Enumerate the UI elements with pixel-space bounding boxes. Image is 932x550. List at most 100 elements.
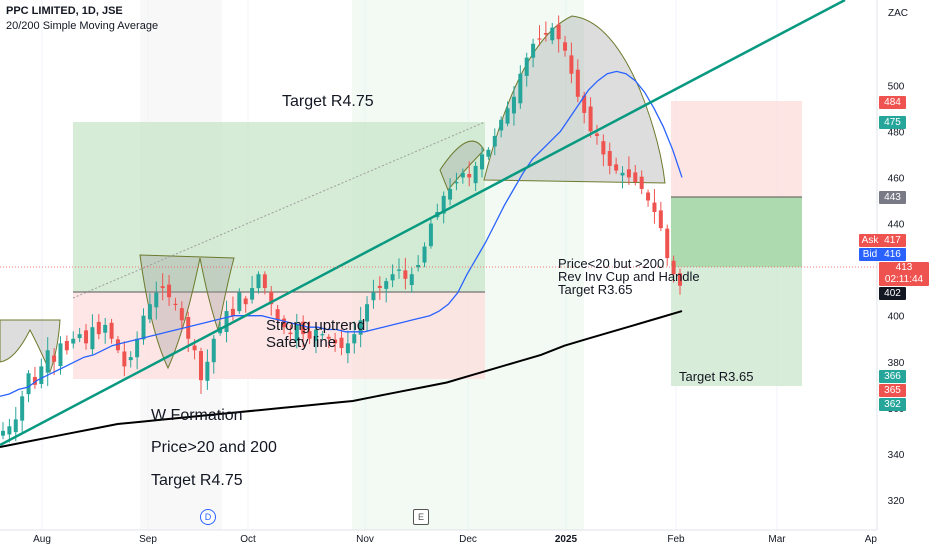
candle-body — [179, 308, 184, 321]
candle-body — [371, 292, 376, 301]
candle — [594, 124, 599, 145]
candle-body — [20, 396, 25, 421]
candle — [377, 276, 382, 300]
indicator-legend[interactable]: 20/200 Simple Moving Average — [6, 20, 159, 32]
y-tick-label: 480 — [888, 127, 905, 138]
annotation-target-475-b[interactable]: Target R4.75 — [151, 472, 243, 489]
candle — [639, 170, 644, 195]
candle — [396, 258, 401, 279]
candle-body — [607, 151, 612, 166]
annotation-price-condition[interactable]: Price>20 and 200 — [151, 439, 277, 456]
candle-body — [58, 343, 63, 367]
candle — [301, 315, 306, 348]
candle — [358, 306, 363, 348]
tag-475: 475 — [879, 116, 906, 129]
candle-body — [588, 106, 593, 132]
candle — [556, 15, 561, 53]
pattern-shapes — [0, 15, 666, 374]
candle — [313, 326, 318, 354]
annotation-uptrend[interactable]: Strong uptrend — [266, 317, 366, 334]
candle — [141, 308, 146, 345]
candle-body — [96, 321, 101, 335]
candle-body — [658, 210, 663, 229]
candle — [601, 134, 606, 167]
y-tick-label: 500 — [888, 81, 905, 92]
w-formation-shape — [139, 254, 235, 370]
bid-value: 416 — [879, 248, 906, 261]
candle — [480, 147, 485, 178]
annotation-target-475[interactable]: Target R4.75 — [282, 93, 374, 110]
annotation-rev-line3[interactable]: Target R3.65 — [558, 282, 633, 297]
candle-body — [1, 430, 5, 436]
candle — [1, 422, 5, 440]
candle-body — [90, 327, 95, 350]
candle-body — [211, 338, 216, 363]
tag-484: 484 — [879, 96, 906, 109]
candle — [467, 161, 472, 187]
candle — [288, 324, 293, 342]
last-price-tag: 413 02:11:44 — [879, 262, 929, 286]
candle — [626, 156, 631, 185]
candle-body — [409, 274, 414, 286]
earnings-event-icon[interactable]: E — [413, 509, 429, 525]
x-tick-label: Oct — [240, 534, 256, 545]
annotation-w-formation[interactable]: W Formation — [151, 407, 243, 424]
candle — [620, 166, 625, 189]
candle — [179, 301, 184, 331]
candle-body — [639, 176, 644, 189]
annotation-rev-line1[interactable]: Price<20 but >200 — [558, 256, 665, 271]
candle-body — [550, 27, 555, 41]
candle-body — [601, 141, 606, 155]
annotation-rev-line2[interactable]: Rev Inv Cup and Handle — [558, 269, 700, 284]
candle-body — [122, 351, 127, 367]
uptrend-line[interactable] — [0, 0, 846, 447]
annotation-safety-line[interactable]: Safety line — [266, 334, 337, 351]
dividend-event-icon[interactable]: D — [200, 509, 216, 525]
symbol-title[interactable]: PPC LIMITED, 1D, JSE — [6, 5, 123, 17]
candle — [339, 329, 344, 356]
currency-label: ZAC — [888, 8, 908, 19]
candle-body — [45, 350, 50, 373]
candle — [403, 257, 408, 290]
candle-body — [26, 373, 31, 395]
candle-body — [186, 317, 191, 339]
candle-body — [441, 195, 446, 214]
candle-body — [32, 376, 37, 385]
candle-body — [678, 273, 682, 286]
bid-label: Bid — [859, 248, 881, 261]
sma-20-line — [0, 70, 683, 397]
candle — [614, 157, 619, 174]
candle — [147, 293, 152, 324]
tag-366: 366 — [879, 370, 906, 383]
candle — [365, 296, 370, 332]
candle-body — [77, 334, 82, 339]
candle-body — [275, 309, 280, 321]
candle-body — [569, 55, 574, 74]
candle — [678, 268, 682, 295]
candle — [390, 264, 395, 288]
candle — [518, 65, 523, 109]
candle-body — [665, 228, 670, 259]
handle-shape — [439, 140, 485, 191]
candle-body — [243, 298, 248, 305]
annotation-target-365[interactable]: Target R3.65 — [679, 369, 754, 384]
candle-body — [377, 285, 382, 289]
candle — [103, 317, 108, 344]
candle — [441, 191, 446, 224]
candle — [505, 101, 510, 127]
candle-body — [256, 274, 261, 289]
ask-label: Ask — [859, 234, 881, 247]
candle-body — [511, 96, 516, 114]
candle-body — [167, 284, 172, 298]
candle-body — [262, 274, 267, 289]
candle — [154, 281, 159, 320]
candle-body — [301, 321, 306, 335]
candle-body — [403, 270, 408, 279]
candle — [345, 330, 350, 364]
candle-body — [294, 324, 299, 341]
candle-body — [141, 315, 146, 340]
candle — [64, 335, 69, 355]
x-tick-label: Ap — [865, 534, 878, 545]
candle-body — [13, 419, 18, 433]
